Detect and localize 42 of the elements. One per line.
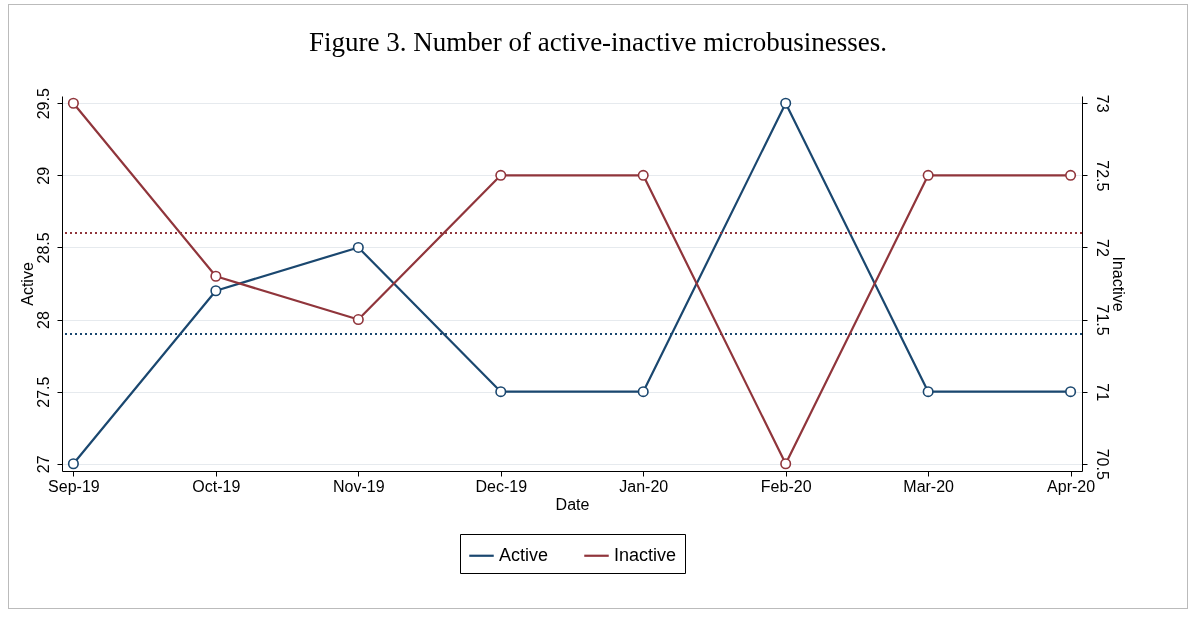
point [210,270,222,282]
y2-tick-label: 70.5 [1093,448,1111,480]
point [637,386,649,398]
x-tick-label: Jan-20 [619,477,669,495]
point [637,169,649,181]
x-tick-label: Oct-19 [192,477,241,495]
legend-label: Inactive [614,544,677,565]
x-tick-label: Apr-20 [1047,477,1096,495]
legend-label: Active [499,544,549,565]
point [495,386,507,398]
y2-tick-label: 71 [1093,383,1111,402]
y-tick-label: 29.5 [34,88,52,120]
point [780,97,792,109]
point [352,241,364,253]
point [352,314,364,326]
x-tick-label: Dec-19 [475,477,528,495]
point [67,458,79,470]
point [67,97,79,109]
point [780,458,792,470]
x-tick-label: Sep-19 [48,477,100,495]
y-tick-label: 29 [34,166,52,185]
y2-tick-label: 72.5 [1093,160,1111,192]
x-tick-label: Mar-20 [903,477,955,495]
y-tick-label: 27.5 [34,376,52,408]
x-tick-label: Feb-20 [760,477,812,495]
point [922,386,934,398]
y2-axis-title: Inactive [1109,256,1127,312]
y-tick-label: 28.5 [34,232,52,264]
y2-tick-label: 71.5 [1093,304,1111,336]
point [1065,169,1077,181]
point [1065,386,1077,398]
point [922,169,934,181]
y-tick-label: 28 [34,311,52,329]
chart-title: Figure 3. Number of active-inactive microbusinesses. [307,27,889,59]
x-axis-title: Date [555,495,590,513]
y-tick-label: 27 [34,455,52,474]
y-axis-title: Active [18,262,36,306]
y2-tick-label: 73 [1093,94,1111,113]
point [210,285,222,297]
y2-tick-label: 72 [1093,239,1111,257]
x-tick-label: Nov-19 [333,477,385,495]
point [495,169,507,181]
